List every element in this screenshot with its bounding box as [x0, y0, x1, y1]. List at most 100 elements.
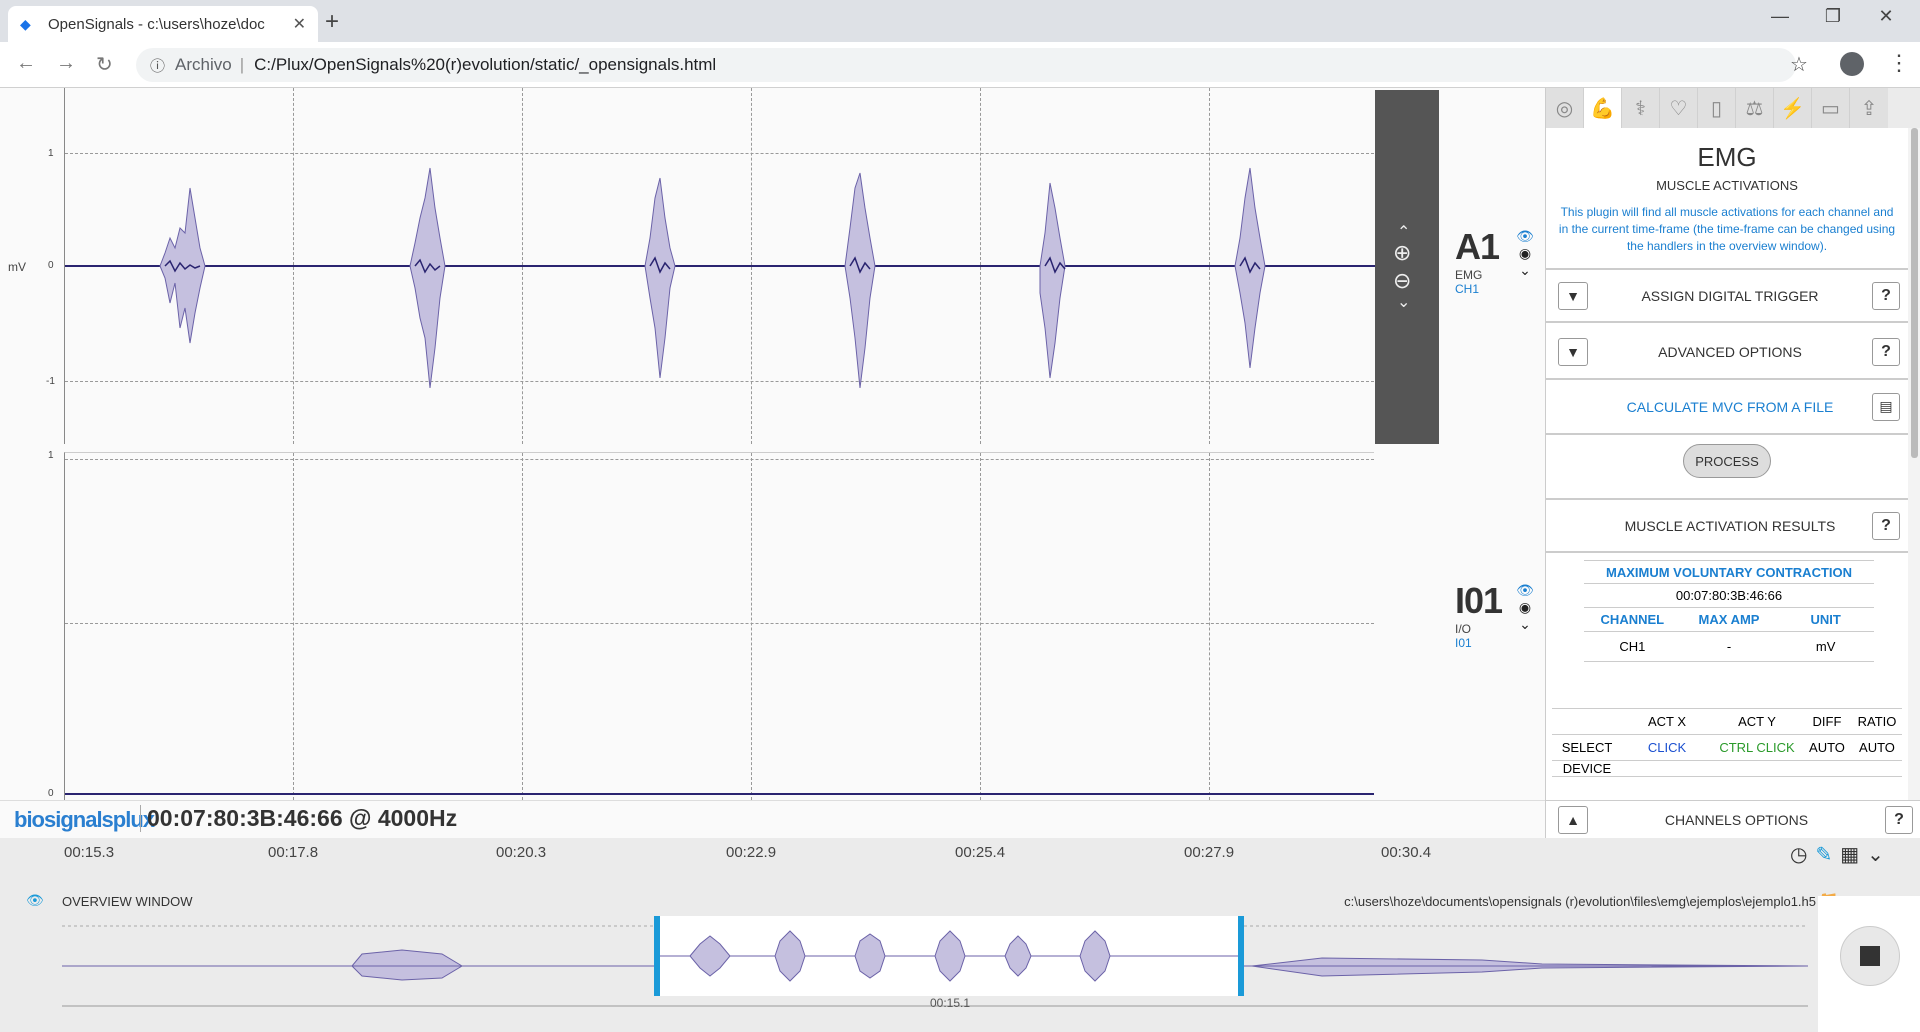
- grid-line: [65, 153, 1374, 154]
- forward-arrow-icon[interactable]: →: [56, 52, 76, 74]
- ch1-plot-area[interactable]: [64, 88, 1375, 444]
- export-icon[interactable]: ⇪: [1850, 88, 1888, 128]
- url-input[interactable]: ⓘ Archivo | C:/Plux/OpenSignals%20(r)evo…: [136, 48, 1796, 82]
- ch2-y-tick: 0: [48, 788, 54, 799]
- plugin-body: EMG MUSCLE ACTIVATIONS This plugin will …: [1546, 128, 1908, 838]
- visibility-eye-icon[interactable]: 👁: [1516, 228, 1534, 244]
- record-dot-icon[interactable]: ◉: [1518, 245, 1532, 261]
- overview-selection-window[interactable]: [654, 916, 1244, 996]
- help-button[interactable]: ?: [1872, 337, 1900, 366]
- ch1-y-tick: 1: [48, 148, 54, 159]
- collapse-chevron-icon[interactable]: ⌄: [1867, 844, 1884, 866]
- weight-icon[interactable]: ⚖: [1736, 88, 1774, 128]
- selection-signal: [660, 930, 1238, 982]
- visibility-eye-icon[interactable]: 👁: [1516, 582, 1534, 598]
- ch2-y-tick: 1: [48, 450, 54, 461]
- stop-button[interactable]: [1840, 926, 1900, 986]
- clock-icon[interactable]: ◷: [1790, 844, 1808, 866]
- new-tab-icon[interactable]: +: [325, 8, 340, 35]
- bookmark-star-icon[interactable]: ☆: [1790, 54, 1808, 76]
- browser-tab[interactable]: ◆ OpenSignals - c:\users\hoze\doc ✕: [8, 6, 318, 42]
- grid-view-icon[interactable]: ▦: [1840, 844, 1860, 866]
- help-button[interactable]: ?: [1872, 281, 1900, 310]
- file-icon[interactable]: ▤: [1872, 392, 1900, 421]
- plugin-icon[interactable]: ✎: [1815, 844, 1833, 866]
- lungs-icon[interactable]: ⚕: [1622, 88, 1660, 128]
- help-button[interactable]: ?: [1872, 511, 1900, 540]
- tab-title: OpenSignals - c:\users\hoze\doc: [48, 15, 265, 33]
- ch2-controls: 👁 ◉ ⌄: [1515, 582, 1535, 633]
- minimize-icon[interactable]: —: [1771, 6, 1789, 26]
- help-button[interactable]: ?: [1885, 805, 1913, 834]
- process-button[interactable]: PROCESS: [1683, 444, 1771, 478]
- mvc-time-row: 00:07:80:3B:46:66: [1584, 584, 1874, 608]
- browser-menu-icon[interactable]: ⋮: [1888, 50, 1910, 75]
- channels-options-bar[interactable]: ▲ CHANNELS OPTIONS ?: [1546, 800, 1920, 838]
- column-header: MAX AMP: [1698, 612, 1760, 627]
- expand-chevron-icon[interactable]: ⌄: [1519, 616, 1531, 632]
- plug-icon[interactable]: ⚡: [1774, 88, 1812, 128]
- grid-line: [980, 453, 981, 800]
- calc-mvc-button[interactable]: CALCULATE MVC FROM A FILE: [1626, 398, 1834, 415]
- column-header: ACT Y: [1738, 714, 1776, 729]
- reload-icon[interactable]: ↻: [96, 54, 113, 76]
- muscle-arm-icon[interactable]: 💪: [1584, 88, 1622, 128]
- mvc-columns: CHANNEL MAX AMP UNIT: [1584, 608, 1874, 632]
- ch1-y-tick: -1: [46, 376, 55, 387]
- video-icon[interactable]: ▭: [1812, 88, 1850, 128]
- scrollbar-thumb[interactable]: [1911, 128, 1918, 458]
- ctrl-click-option[interactable]: CTRL CLICK: [1719, 740, 1795, 755]
- close-tab-icon[interactable]: ✕: [292, 16, 306, 33]
- heart-icon[interactable]: ♡: [1660, 88, 1698, 128]
- advanced-options-section[interactable]: ▼ ADVANCED OPTIONS ?: [1546, 325, 1908, 380]
- chevron-down-icon[interactable]: ▼: [1558, 337, 1588, 366]
- ch1-y-tick: 0: [48, 260, 54, 271]
- ch1-controls: 👁 ◉ ⌄: [1515, 228, 1535, 279]
- grid-line: [65, 459, 1374, 460]
- click-option[interactable]: CLICK: [1647, 740, 1687, 755]
- ch1-name: CH1: [1455, 282, 1480, 296]
- expand-chevron-icon[interactable]: ⌄: [1519, 262, 1531, 278]
- table-cell: mV: [1815, 639, 1836, 654]
- account-avatar-icon[interactable]: [1840, 52, 1864, 76]
- mvc-header-text: MAXIMUM VOLUNTARY CONTRACTION: [1605, 564, 1853, 580]
- chevron-down-icon[interactable]: ▼: [1558, 281, 1588, 310]
- table-cell: -: [1726, 639, 1732, 654]
- grid-line: [65, 623, 1374, 624]
- plugin-subtitle: MUSCLE ACTIVATIONS: [1656, 178, 1798, 193]
- panel-scrollbar[interactable]: [1908, 128, 1920, 838]
- column-header: DIFF: [1812, 714, 1842, 729]
- diff-auto: AUTO: [1809, 740, 1845, 755]
- assign-trigger-section[interactable]: ▼ ASSIGN DIGITAL TRIGGER ?: [1546, 268, 1908, 323]
- back-arrow-icon[interactable]: ←: [16, 52, 36, 74]
- file-path: c:\users\hoze\documents\opensignals (r)e…: [1344, 894, 1816, 909]
- ratio-auto: AUTO: [1859, 740, 1895, 755]
- ch2-plot-area[interactable]: [64, 452, 1374, 800]
- scale-up-icon[interactable]: ⌃: [1397, 224, 1411, 241]
- plugin-title: EMG: [1697, 142, 1757, 172]
- chevron-up-icon[interactable]: ▲: [1558, 805, 1588, 834]
- overview-window: 👁 OVERVIEW WINDOW c:\users\hoze\document…: [0, 870, 1920, 1032]
- fingerprint-icon[interactable]: ◎: [1546, 88, 1584, 128]
- zoom-out-icon[interactable]: ⊖: [1393, 268, 1412, 293]
- time-label: 00:20.3: [496, 844, 547, 861]
- column-header: ACT X: [1647, 714, 1687, 729]
- calc-mvc-section[interactable]: CALCULATE MVC FROM A FILE ▤: [1546, 380, 1908, 435]
- grid-line: [522, 453, 523, 800]
- record-dot-icon[interactable]: ◉: [1518, 599, 1532, 615]
- info-icon[interactable]: ⓘ: [150, 57, 166, 75]
- overview-window-time: 00:15.1: [930, 996, 971, 1010]
- grid-line: [1209, 453, 1210, 800]
- restore-icon[interactable]: ❐: [1824, 6, 1842, 26]
- plugin-tabs: ◎ 💪 ⚕ ♡ ▯ ⚖ ⚡ ▭ ⇪: [1546, 88, 1920, 128]
- zoom-control[interactable]: ⌃ ⊕ ⊖ ⌄: [1375, 90, 1439, 444]
- eda-icon[interactable]: ▯: [1698, 88, 1736, 128]
- time-label: 00:27.9: [1184, 844, 1235, 861]
- mvc-header: MAXIMUM VOLUNTARY CONTRACTION: [1584, 560, 1874, 584]
- stop-icon: [1860, 946, 1880, 966]
- scale-down-icon[interactable]: ⌄: [1397, 294, 1411, 311]
- overview-eye-icon[interactable]: 👁: [26, 892, 44, 908]
- window-close-icon[interactable]: ✕: [1878, 6, 1894, 26]
- plugin-panel: ◎ 💪 ⚕ ♡ ▯ ⚖ ⚡ ▭ ⇪ EMG MUSCLE ACTIVATIONS…: [1545, 88, 1920, 838]
- zoom-in-icon[interactable]: ⊕: [1393, 240, 1412, 265]
